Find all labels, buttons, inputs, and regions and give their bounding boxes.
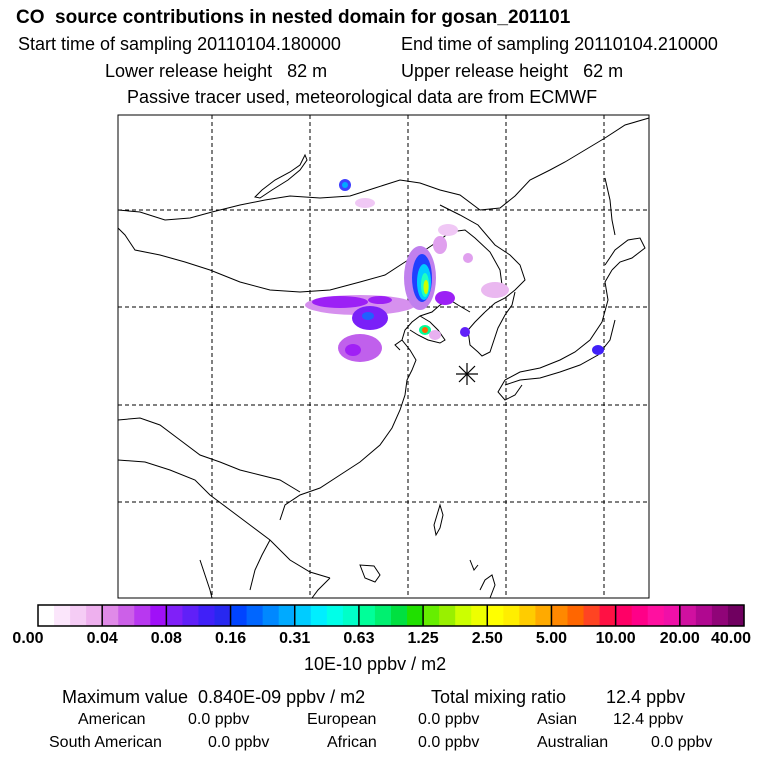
colorbar-cell [535, 605, 553, 626]
colorbar-cell [54, 605, 71, 626]
african-value: 0.0 ppbv [418, 734, 480, 751]
colorbar-cell [262, 605, 280, 626]
colorbar-tick-label: 0.63 [343, 630, 375, 647]
colorbar-tick-label: 0.16 [214, 630, 247, 647]
colorbar-tick-label: 10.00 [595, 630, 636, 647]
end-time-label: End time of sampling 20110104.210000 [401, 34, 718, 54]
european-value: 0.0 ppbv [418, 711, 480, 728]
colorbar-cell [246, 605, 264, 626]
south-american-label: South American [49, 734, 162, 751]
colorbar-cell [166, 605, 184, 626]
colorbar-tick-label: 1.25 [407, 630, 439, 647]
colorbar-tick-label: 0.00 [12, 630, 44, 647]
colorbar-cell [214, 605, 232, 626]
upper-release-label: Upper release height 62 m [401, 61, 624, 81]
colorbar-cell [118, 605, 135, 626]
colorbar-tick-label: 2.50 [471, 630, 503, 647]
colorbar-cell [727, 605, 745, 626]
european-label: European [307, 711, 377, 728]
colorbar-cell [150, 605, 167, 626]
tracer-note: Passive tracer used, meteorological data… [127, 87, 598, 107]
colorbar-cell [230, 605, 248, 626]
colorbar-cell [70, 605, 87, 626]
american-value: 0.0 ppbv [188, 711, 250, 728]
colorbar-tick-label: 0.31 [279, 630, 311, 647]
map-frame [117, 114, 650, 599]
colorbar-cell [38, 605, 55, 626]
colorbar-cell [278, 605, 296, 626]
colorbar-tick-label: 5.00 [535, 630, 568, 647]
colorbar-cell [439, 605, 456, 626]
colorbar-cell [102, 605, 119, 626]
colorbar-dividers [101, 605, 681, 626]
australian-value: 0.0 ppbv [651, 734, 713, 751]
lower-release-label: Lower release height 82 m [105, 61, 328, 81]
colorbar-tick-label: 40.00 [710, 630, 752, 647]
colorbar-cell [358, 605, 376, 626]
colorbar-cell [599, 605, 617, 626]
plot-title: CO source contributions in nested domain… [16, 7, 571, 28]
colorbar-cell [134, 605, 151, 626]
asian-value: 12.4 ppbv [613, 711, 684, 728]
coastlines-borders [117, 117, 650, 599]
colorbar-cell [487, 605, 504, 626]
colorbar-border [37, 604, 745, 627]
colorbar-cell [647, 605, 665, 626]
lat-lon-grid [118, 115, 649, 598]
colorbar-cell [567, 605, 585, 626]
map-panel [117, 114, 650, 599]
asian-label: Asian [537, 711, 578, 728]
colorbar-cell [326, 605, 344, 626]
colorbar-cell [503, 605, 520, 626]
maximum-value: Maximum value 0.840E-09 ppbv / m2 [62, 687, 366, 707]
american-label: American [78, 711, 146, 728]
colorbar-cell [679, 605, 697, 626]
receptor-marker [456, 363, 478, 385]
colorbar-cell [551, 605, 569, 626]
colorbar-cell [615, 605, 633, 626]
colorbar-cell [471, 605, 488, 626]
colorbar-cell [423, 605, 440, 626]
colorbar-cell [374, 605, 392, 626]
colorbar-cell [342, 605, 360, 626]
colorbar-cells [38, 605, 745, 626]
australian-label: Australian [537, 734, 609, 751]
colorbar-cell [455, 605, 472, 626]
colorbar-units: 10E-10 ppbv / m2 [304, 654, 447, 674]
total-mixing-ratio: Total mixing ratio 12.4 ppbv [431, 687, 686, 707]
colorbar-cell [583, 605, 601, 626]
colorbar-cell [198, 605, 216, 626]
colorbar-tick-label: 0.04 [86, 630, 118, 647]
colorbar-tick-label: 0.08 [150, 630, 182, 647]
colorbar-cell [695, 605, 713, 626]
colorbar-cell [182, 605, 200, 626]
colorbar-cell [391, 605, 408, 626]
colorbar-cell [86, 605, 103, 626]
colorbar-cell [310, 605, 328, 626]
colorbar-cell [711, 605, 729, 626]
colorbar-cell [663, 605, 681, 626]
colorbar-cell [294, 605, 312, 626]
start-time-label: Start time of sampling 20110104.180000 [18, 34, 341, 54]
colorbar [37, 604, 745, 627]
colorbar-cell [519, 605, 537, 626]
colorbar-cell [631, 605, 649, 626]
colorbar-tick-label: 20.00 [659, 630, 700, 647]
south-american-value: 0.0 ppbv [208, 734, 270, 751]
plume-field [305, 179, 604, 362]
african-label: African [327, 734, 377, 751]
colorbar-cell [407, 605, 424, 626]
